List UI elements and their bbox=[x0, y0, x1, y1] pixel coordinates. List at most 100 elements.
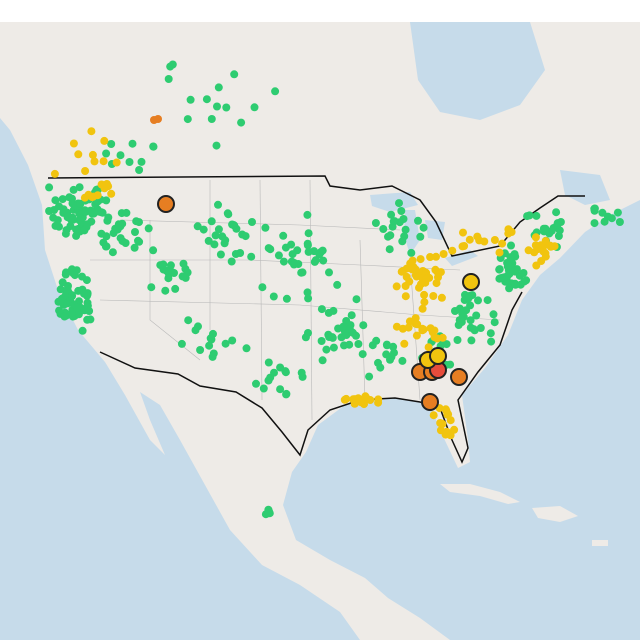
station-marker[interactable] bbox=[288, 250, 297, 259]
station-marker[interactable] bbox=[329, 343, 338, 352]
station-marker[interactable] bbox=[75, 183, 84, 192]
station-marker[interactable] bbox=[250, 103, 259, 112]
station-marker[interactable] bbox=[303, 210, 312, 219]
station-marker[interactable] bbox=[487, 337, 496, 346]
station-marker[interactable] bbox=[72, 231, 81, 240]
station-marker[interactable] bbox=[531, 233, 540, 242]
station-marker[interactable] bbox=[446, 360, 455, 369]
station-marker[interactable] bbox=[318, 356, 327, 365]
station-marker[interactable] bbox=[345, 324, 354, 333]
station-marker[interactable] bbox=[397, 207, 406, 215]
station-marker[interactable] bbox=[401, 292, 410, 301]
station-marker[interactable] bbox=[116, 234, 125, 243]
station-marker[interactable] bbox=[541, 237, 550, 245]
station-marker[interactable] bbox=[216, 250, 225, 259]
station-marker[interactable] bbox=[407, 248, 416, 257]
station-marker[interactable] bbox=[183, 115, 192, 124]
station-marker[interactable] bbox=[212, 141, 221, 150]
station-marker[interactable] bbox=[107, 189, 116, 198]
station-marker[interactable] bbox=[352, 331, 360, 340]
station-marker[interactable] bbox=[112, 158, 121, 167]
station-marker[interactable] bbox=[598, 208, 607, 217]
station-marker[interactable] bbox=[211, 231, 220, 240]
station-marker[interactable] bbox=[325, 333, 334, 341]
station-marker[interactable] bbox=[489, 310, 498, 319]
station-marker[interactable] bbox=[81, 167, 90, 175]
station-marker[interactable] bbox=[429, 411, 438, 420]
station-marker[interactable] bbox=[531, 241, 540, 250]
station-marker[interactable] bbox=[221, 339, 230, 348]
station-marker[interactable] bbox=[490, 236, 499, 244]
station-marker[interactable] bbox=[590, 219, 599, 228]
station-marker[interactable] bbox=[474, 296, 482, 305]
station-marker[interactable] bbox=[439, 250, 448, 258]
station-marker[interactable] bbox=[395, 199, 403, 208]
station-marker[interactable] bbox=[392, 282, 401, 291]
station-marker[interactable] bbox=[276, 385, 285, 394]
station-marker[interactable] bbox=[88, 150, 97, 159]
station-marker[interactable] bbox=[207, 217, 216, 226]
station-marker[interactable] bbox=[504, 262, 513, 270]
station-marker[interactable] bbox=[317, 248, 325, 256]
station-marker[interactable] bbox=[227, 257, 236, 266]
station-marker[interactable] bbox=[317, 337, 326, 345]
station-marker[interactable] bbox=[171, 284, 180, 293]
station-marker[interactable] bbox=[88, 193, 97, 202]
station-marker[interactable] bbox=[304, 247, 313, 256]
station-marker[interactable] bbox=[347, 311, 356, 320]
station-marker[interactable] bbox=[80, 226, 89, 235]
station-marker[interactable] bbox=[469, 325, 478, 334]
station-marker[interactable] bbox=[384, 232, 392, 241]
station-marker[interactable] bbox=[69, 215, 78, 224]
station-marker[interactable] bbox=[500, 273, 509, 282]
station-marker[interactable] bbox=[414, 216, 422, 225]
station-marker[interactable] bbox=[303, 288, 312, 297]
station-marker[interactable] bbox=[265, 509, 274, 518]
station-marker[interactable] bbox=[68, 292, 77, 300]
station-marker[interactable] bbox=[480, 237, 489, 246]
station-marker[interactable] bbox=[420, 298, 429, 307]
station-marker[interactable] bbox=[428, 328, 437, 337]
station-marker[interactable] bbox=[199, 225, 208, 234]
station-marker[interactable] bbox=[247, 252, 256, 261]
station-marker[interactable] bbox=[524, 246, 533, 255]
station-marker[interactable] bbox=[436, 419, 445, 427]
station-marker[interactable] bbox=[590, 204, 599, 213]
station-marker[interactable] bbox=[319, 256, 328, 265]
station-marker[interactable] bbox=[63, 299, 72, 308]
station-marker[interactable] bbox=[372, 336, 381, 345]
station-marker[interactable] bbox=[157, 195, 175, 213]
station-marker[interactable] bbox=[87, 127, 96, 136]
station-marker[interactable] bbox=[304, 229, 313, 238]
station-marker[interactable] bbox=[179, 259, 188, 268]
station-marker[interactable] bbox=[552, 208, 561, 217]
station-marker[interactable] bbox=[135, 166, 144, 174]
station-marker[interactable] bbox=[506, 253, 515, 262]
station-marker[interactable] bbox=[408, 256, 417, 265]
station-marker[interactable] bbox=[231, 250, 240, 258]
station-marker[interactable] bbox=[108, 248, 117, 257]
station-marker[interactable] bbox=[70, 271, 79, 280]
station-marker[interactable] bbox=[345, 340, 354, 349]
station-marker[interactable] bbox=[387, 353, 396, 361]
station-marker[interactable] bbox=[58, 278, 67, 287]
station-marker[interactable] bbox=[270, 368, 278, 377]
station-marker[interactable] bbox=[135, 218, 143, 227]
station-marker[interactable] bbox=[426, 253, 435, 261]
station-marker[interactable] bbox=[459, 228, 467, 237]
station-marker[interactable] bbox=[379, 225, 388, 233]
station-marker[interactable] bbox=[282, 389, 291, 398]
station-marker[interactable] bbox=[490, 318, 499, 327]
station-marker[interactable] bbox=[350, 399, 359, 408]
station-marker[interactable] bbox=[389, 342, 398, 351]
station-marker[interactable] bbox=[329, 306, 338, 315]
station-marker[interactable] bbox=[304, 329, 312, 337]
station-marker[interactable] bbox=[209, 349, 218, 358]
station-marker[interactable] bbox=[553, 220, 562, 229]
station-marker[interactable] bbox=[462, 273, 480, 291]
station-marker[interactable] bbox=[269, 292, 278, 301]
station-marker[interactable] bbox=[537, 257, 546, 265]
station-marker[interactable] bbox=[78, 326, 87, 335]
station-marker[interactable] bbox=[274, 251, 283, 260]
station-marker[interactable] bbox=[429, 292, 438, 300]
